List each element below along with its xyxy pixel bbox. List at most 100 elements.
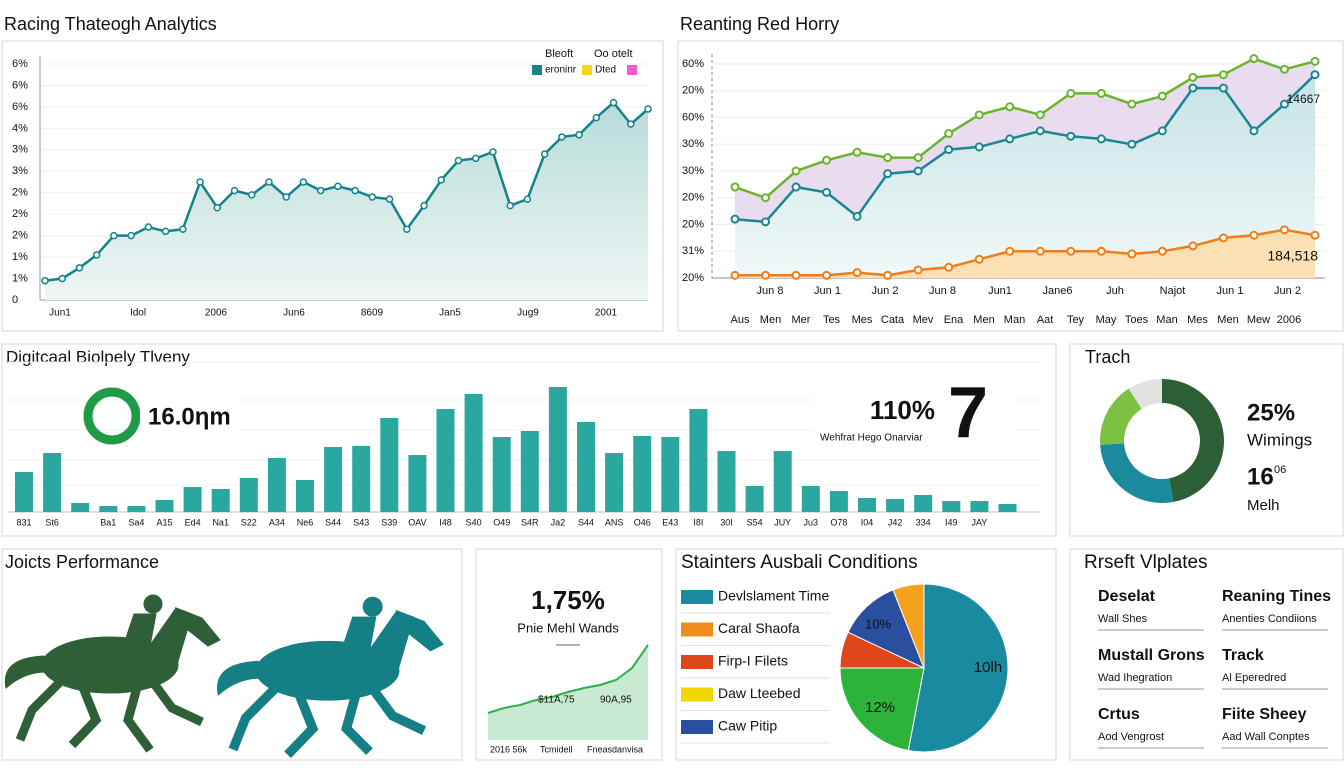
x-tick-label: ANS bbox=[605, 517, 624, 527]
point bbox=[1035, 110, 1045, 120]
point bbox=[761, 217, 771, 227]
y-tick-label: 30% bbox=[682, 165, 704, 177]
annotation: $11A,75 bbox=[538, 695, 575, 706]
point bbox=[913, 265, 923, 275]
x-tick-label: Juh bbox=[1106, 285, 1124, 297]
x-tick-label: Men bbox=[973, 314, 994, 326]
x-tick-label: 30I bbox=[720, 517, 733, 527]
point bbox=[1157, 246, 1167, 256]
legend-label: eroninr bbox=[545, 65, 577, 76]
point bbox=[1157, 91, 1167, 101]
y-tick-label: 2% bbox=[12, 208, 28, 220]
bar bbox=[577, 422, 595, 512]
legend-swatch bbox=[627, 65, 637, 75]
point bbox=[944, 145, 954, 155]
bar bbox=[183, 487, 202, 512]
point bbox=[213, 203, 222, 212]
item-subtitle: Aad Wall Conptes bbox=[1222, 731, 1310, 743]
annotation: 184,518 bbox=[1267, 248, 1318, 264]
y-tick-label: 31% bbox=[682, 245, 704, 257]
kpi-value: 16 bbox=[1247, 463, 1274, 490]
bar bbox=[239, 478, 258, 512]
bar bbox=[71, 503, 90, 512]
donut-slice bbox=[1162, 379, 1224, 502]
point bbox=[1310, 56, 1320, 66]
kpi-caption: Melh bbox=[1247, 497, 1280, 514]
x-tick-label: Men bbox=[1217, 314, 1238, 326]
point bbox=[791, 270, 801, 280]
point bbox=[1218, 83, 1228, 93]
bar bbox=[914, 495, 933, 512]
panel-title: Trach bbox=[1085, 347, 1130, 367]
bar bbox=[436, 409, 455, 512]
legend-swatch bbox=[681, 655, 713, 669]
x-tick-label: Ba1 bbox=[100, 517, 116, 527]
x-tick-label: S40 bbox=[466, 517, 482, 527]
x-tick-label: May bbox=[1096, 314, 1117, 326]
point bbox=[489, 148, 497, 156]
legend-title: Bleoft bbox=[545, 48, 573, 60]
item-subtitle: Aod Vengrost bbox=[1098, 731, 1164, 743]
bar bbox=[324, 447, 343, 512]
x-tick-label: Aus bbox=[731, 314, 750, 326]
item-title: Reaning Tines bbox=[1222, 588, 1331, 605]
point bbox=[75, 264, 84, 272]
kpi-value: 16.0ηm bbox=[148, 403, 231, 430]
bar bbox=[43, 453, 62, 512]
point bbox=[592, 113, 601, 122]
point bbox=[730, 270, 740, 280]
item-subtitle: Al Eperedred bbox=[1222, 672, 1286, 684]
x-tick-label: Idol bbox=[130, 308, 146, 319]
annotation: 14667 bbox=[1287, 92, 1321, 106]
point bbox=[852, 211, 862, 221]
x-tick-label: Jun1 bbox=[49, 308, 71, 319]
point bbox=[1066, 88, 1076, 98]
point bbox=[1127, 249, 1137, 259]
bar bbox=[380, 418, 399, 512]
point bbox=[1279, 64, 1289, 74]
bar bbox=[296, 480, 314, 512]
point bbox=[644, 105, 652, 113]
legend-title: Oo otelt bbox=[594, 48, 633, 60]
x-tick-label: 831 bbox=[16, 517, 31, 527]
x-tick-label: Ju3 bbox=[804, 517, 819, 527]
panel-title: Joicts Performance bbox=[5, 552, 159, 572]
point bbox=[791, 182, 801, 192]
bar bbox=[211, 489, 230, 512]
y-tick-label: 20% bbox=[682, 218, 704, 230]
x-tick-label: Mew bbox=[1247, 314, 1270, 326]
point bbox=[1066, 246, 1076, 256]
point bbox=[1188, 83, 1198, 93]
x-tick-label: I8I bbox=[693, 517, 703, 527]
point bbox=[1005, 102, 1015, 112]
point bbox=[852, 268, 862, 278]
panel-title: Stainters Ausbali Conditions bbox=[681, 552, 918, 573]
x-tick-label: Mes bbox=[852, 314, 873, 326]
bar bbox=[127, 506, 146, 512]
item-title: Mustall Grons bbox=[1098, 647, 1205, 664]
point bbox=[1096, 88, 1106, 98]
x-tick-label: E43 bbox=[662, 517, 678, 527]
point bbox=[334, 182, 342, 191]
point bbox=[161, 227, 170, 236]
kpi-caption: Wehfrat Hego Onarviar bbox=[820, 433, 923, 444]
point bbox=[1249, 230, 1259, 240]
x-tick-label: Jug9 bbox=[517, 308, 539, 319]
y-tick-label: 6% bbox=[12, 101, 28, 113]
panel-title: Rrseft Vlplates bbox=[1084, 552, 1208, 573]
bar bbox=[267, 458, 286, 512]
bar bbox=[998, 504, 1017, 512]
legend-label: Dted bbox=[595, 65, 616, 76]
x-tick-label: OAV bbox=[408, 517, 426, 527]
x-tick-label: JUY bbox=[774, 517, 791, 527]
x-tick-label: Jun 1 bbox=[814, 285, 841, 297]
point bbox=[883, 169, 893, 179]
x-tick-label: O46 bbox=[634, 517, 651, 527]
point bbox=[92, 251, 101, 259]
y-tick-label: 3% bbox=[12, 144, 28, 156]
x-tick-label: Cata bbox=[881, 314, 905, 326]
point bbox=[822, 270, 832, 280]
bar bbox=[548, 387, 567, 512]
point bbox=[506, 201, 514, 210]
